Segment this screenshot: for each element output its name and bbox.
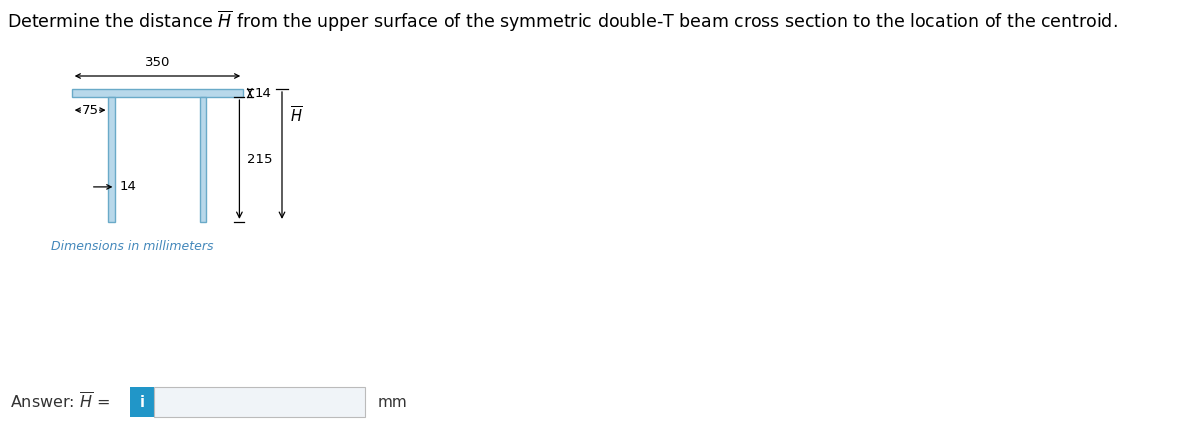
Bar bbox=[130, 387, 154, 417]
Text: 350: 350 bbox=[145, 56, 170, 69]
Bar bbox=[199, 97, 206, 222]
Text: 75: 75 bbox=[82, 103, 98, 117]
Text: 14: 14 bbox=[254, 87, 272, 99]
Text: Determine the distance $\overline{H}$ from the upper surface of the symmetric do: Determine the distance $\overline{H}$ fr… bbox=[7, 9, 1117, 34]
Text: 215: 215 bbox=[247, 153, 272, 166]
Text: Dimensions in millimeters: Dimensions in millimeters bbox=[50, 240, 214, 253]
Text: $\overline{H}$: $\overline{H}$ bbox=[289, 105, 302, 125]
Bar bbox=[154, 387, 365, 417]
Text: mm: mm bbox=[378, 395, 407, 409]
Bar bbox=[108, 97, 115, 222]
Text: 14: 14 bbox=[120, 180, 137, 194]
Text: Answer: $\overline{H}$ =: Answer: $\overline{H}$ = bbox=[10, 392, 110, 412]
Bar bbox=[72, 89, 244, 97]
Text: i: i bbox=[139, 395, 144, 409]
